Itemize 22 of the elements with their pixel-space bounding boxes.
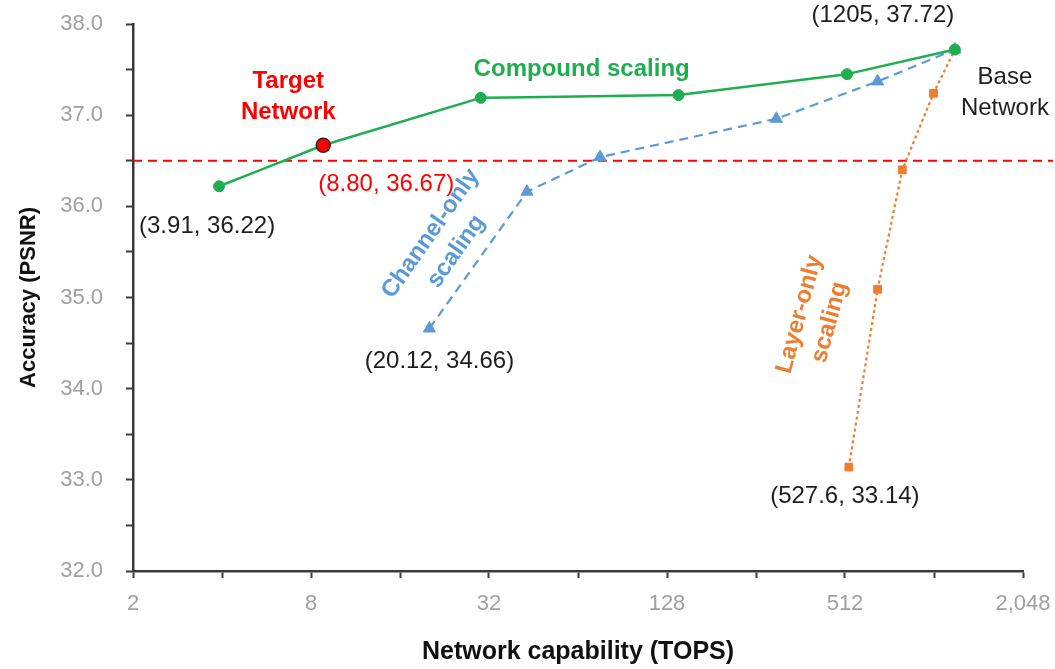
annotation: Target Network: [240, 66, 337, 125]
x-tick-label: 2: [126, 590, 140, 616]
y-tick-label: 32.0: [60, 557, 103, 583]
annotation: (1205, 37.72): [811, 0, 955, 28]
annotation: Base Network: [960, 61, 1050, 120]
x-tick-label: 2,048: [995, 590, 1051, 616]
series-label: Compound scaling: [473, 54, 690, 82]
y-axis-title: Accuracy (PSNR): [15, 207, 41, 388]
annotation: (3.91, 36.22): [139, 210, 276, 238]
y-tick-label: 37.0: [60, 101, 103, 127]
x-tick-label: 128: [648, 590, 686, 616]
x-tick-label: 512: [826, 590, 864, 616]
y-tick-label: 33.0: [60, 465, 103, 491]
annotation: (527.6, 33.14): [770, 480, 920, 508]
y-tick-label: 38.0: [60, 10, 103, 36]
y-tick-label: 36.0: [60, 192, 103, 218]
x-tick-label: 32: [476, 590, 502, 616]
y-tick-label: 35.0: [60, 283, 103, 309]
x-axis-title: Network capability (TOPS): [421, 635, 735, 664]
annotation: (20.12, 34.66): [364, 346, 515, 374]
y-tick-label: 34.0: [60, 374, 103, 400]
x-tick-label: 8: [304, 590, 318, 616]
